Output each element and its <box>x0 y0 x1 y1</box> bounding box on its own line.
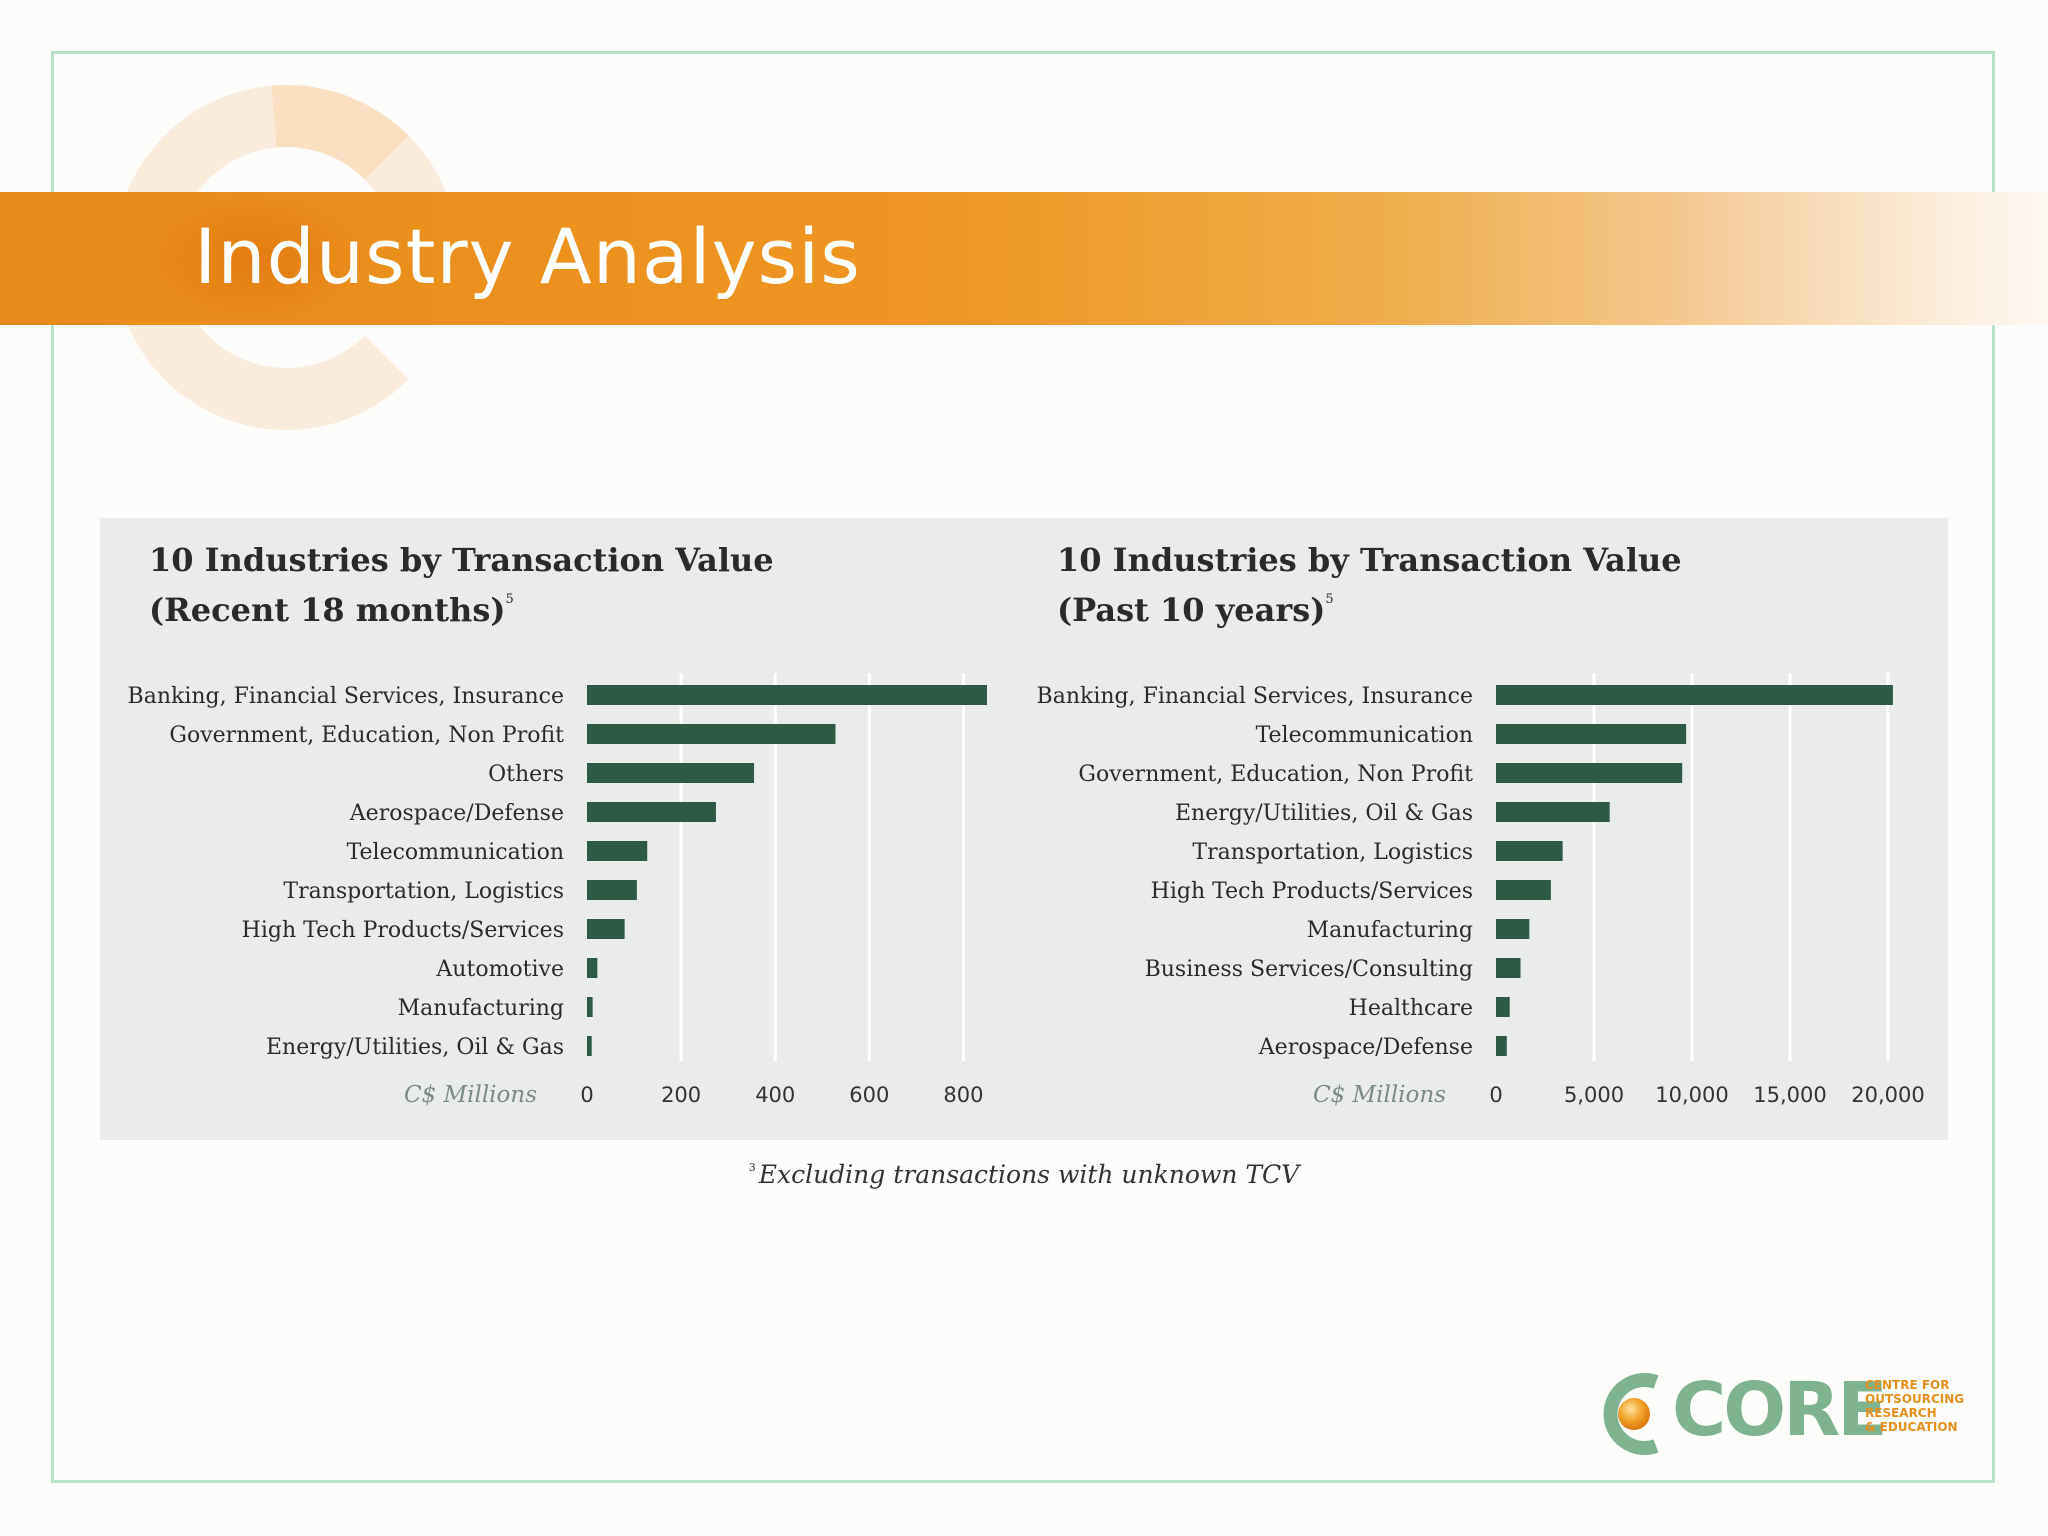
chart-2-category-label: High Tech Products/Services <box>1151 879 1473 904</box>
chart-1-bar <box>587 763 755 783</box>
chart-1-recent-18-months: Banking, Financial Services, Insurance Go… <box>128 673 987 1108</box>
chart-1-category-label: Others <box>488 762 564 787</box>
chart-2-category-label: Banking, Financial Services, Insurance <box>1037 684 1473 709</box>
chart-1-category-label: Telecommunication <box>347 840 564 865</box>
chart-1-title: 10 Industries by Transaction Value (Rece… <box>149 540 774 630</box>
logo-sub-line-4: & EDUCATION <box>1865 1420 1958 1434</box>
logo-wordmark: CORE <box>1672 1367 1888 1453</box>
chart-2-bar <box>1496 841 1563 861</box>
logo-sub-line-1: CENTRE FOR <box>1865 1378 1950 1392</box>
chart-1-category-label: Energy/Utilities, Oil & Gas <box>266 1035 564 1060</box>
chart-1-bar <box>587 1036 592 1056</box>
chart-2-tick-label: 0 <box>1489 1083 1502 1107</box>
chart-2-title-line2: (Past 10 years) <box>1057 591 1326 629</box>
chart-1-title-line1: 10 Industries by Transaction Value <box>149 541 774 579</box>
chart-1-category-label: Manufacturing <box>398 996 564 1021</box>
chart-2-bar <box>1496 1036 1507 1056</box>
chart-2-bar <box>1496 958 1521 978</box>
chart-1-bar <box>587 958 598 978</box>
chart-1-category-label: Transportation, Logistics <box>283 879 564 904</box>
chart-2-tick-label: 20,000 <box>1851 1083 1924 1107</box>
chart-1-category-label: Banking, Financial Services, Insurance <box>128 684 564 709</box>
logo-sub-line-2: OUTSOURCING <box>1865 1392 1965 1406</box>
chart-1-category-label: Automotive <box>435 957 564 982</box>
chart-1-bar <box>587 685 987 705</box>
chart-2-bar <box>1496 724 1687 744</box>
chart-1-bar <box>587 880 637 900</box>
chart-1-tick-label: 600 <box>849 1083 889 1107</box>
logo-subtitle: CENTRE FOR OUTSOURCING RESEARCH & EDUCAT… <box>1865 1378 1975 1434</box>
page-title: Industry Analysis <box>194 212 861 301</box>
chart-2-category-label: Manufacturing <box>1307 918 1473 943</box>
chart-1-category-label: Government, Education, Non Profit <box>169 723 564 748</box>
chart-2-tick-label: 5,000 <box>1564 1083 1624 1107</box>
core-logo: CORE CENTRE FOR OUTSOURCING RESEARCH & E… <box>1600 1360 1970 1460</box>
chart-1-bar <box>587 724 836 744</box>
chart-2-tick-label: 15,000 <box>1753 1083 1826 1107</box>
chart-1-axis-label: C$ Millions <box>404 1082 537 1108</box>
chart-1-bar <box>587 802 716 822</box>
chart-2-axis-label: C$ Millions <box>1313 1082 1446 1108</box>
chart-1-tick-label: 400 <box>755 1083 795 1107</box>
chart-2-bar <box>1496 997 1510 1017</box>
chart-1-title-superscript: 5 <box>505 592 514 607</box>
footnote-text: Excluding transactions with unknown TCV <box>758 1160 1300 1189</box>
chart-2-bar <box>1496 919 1530 939</box>
chart-2-category-label: Energy/Utilities, Oil & Gas <box>1175 801 1473 826</box>
chart-1-bar <box>587 841 648 861</box>
footnote-marker: 3 <box>748 1161 756 1174</box>
chart-2-category-label: Healthcare <box>1349 996 1473 1021</box>
chart-1-category-label: High Tech Products/Services <box>242 918 564 943</box>
chart-2-category-label: Business Services/Consulting <box>1145 957 1473 982</box>
chart-2-title-superscript: 5 <box>1325 592 1334 607</box>
chart-2-category-label: Government, Education, Non Profit <box>1078 762 1473 787</box>
charts-panel <box>100 518 1948 1140</box>
chart-1-bar <box>587 997 593 1017</box>
footnote: 3 Excluding transactions with unknown TCV <box>0 1160 2048 1189</box>
chart-2-bar <box>1496 763 1683 783</box>
logo-mark-icon <box>1603 1373 1659 1455</box>
chart-2-tick-label: 10,000 <box>1655 1083 1728 1107</box>
chart-2-bar <box>1496 802 1610 822</box>
chart-2-category-label: Telecommunication <box>1256 723 1473 748</box>
chart-2-past-10-years: Banking, Financial Services, Insurance Te… <box>1037 673 1925 1108</box>
chart-2-title: 10 Industries by Transaction Value (Past… <box>1057 540 1682 630</box>
chart-2-category-label: Aerospace/Defense <box>1258 1035 1473 1060</box>
logo-sub-line-3: RESEARCH <box>1865 1406 1937 1420</box>
chart-2-title-line1: 10 Industries by Transaction Value <box>1057 541 1682 579</box>
chart-1-tick-label: 0 <box>580 1083 593 1107</box>
chart-2-bar <box>1496 880 1551 900</box>
chart-2-bar <box>1496 685 1893 705</box>
banner-glow <box>140 192 370 325</box>
chart-1-title-line2: (Recent 18 months) <box>149 591 506 629</box>
chart-1-tick-label: 200 <box>661 1083 701 1107</box>
chart-1-tick-label: 800 <box>943 1083 983 1107</box>
chart-2-category-label: Transportation, Logistics <box>1192 840 1473 865</box>
chart-1-category-label: Aerospace/Defense <box>349 801 564 826</box>
chart-1-bar <box>587 919 625 939</box>
slide-frame <box>51 51 1995 1483</box>
